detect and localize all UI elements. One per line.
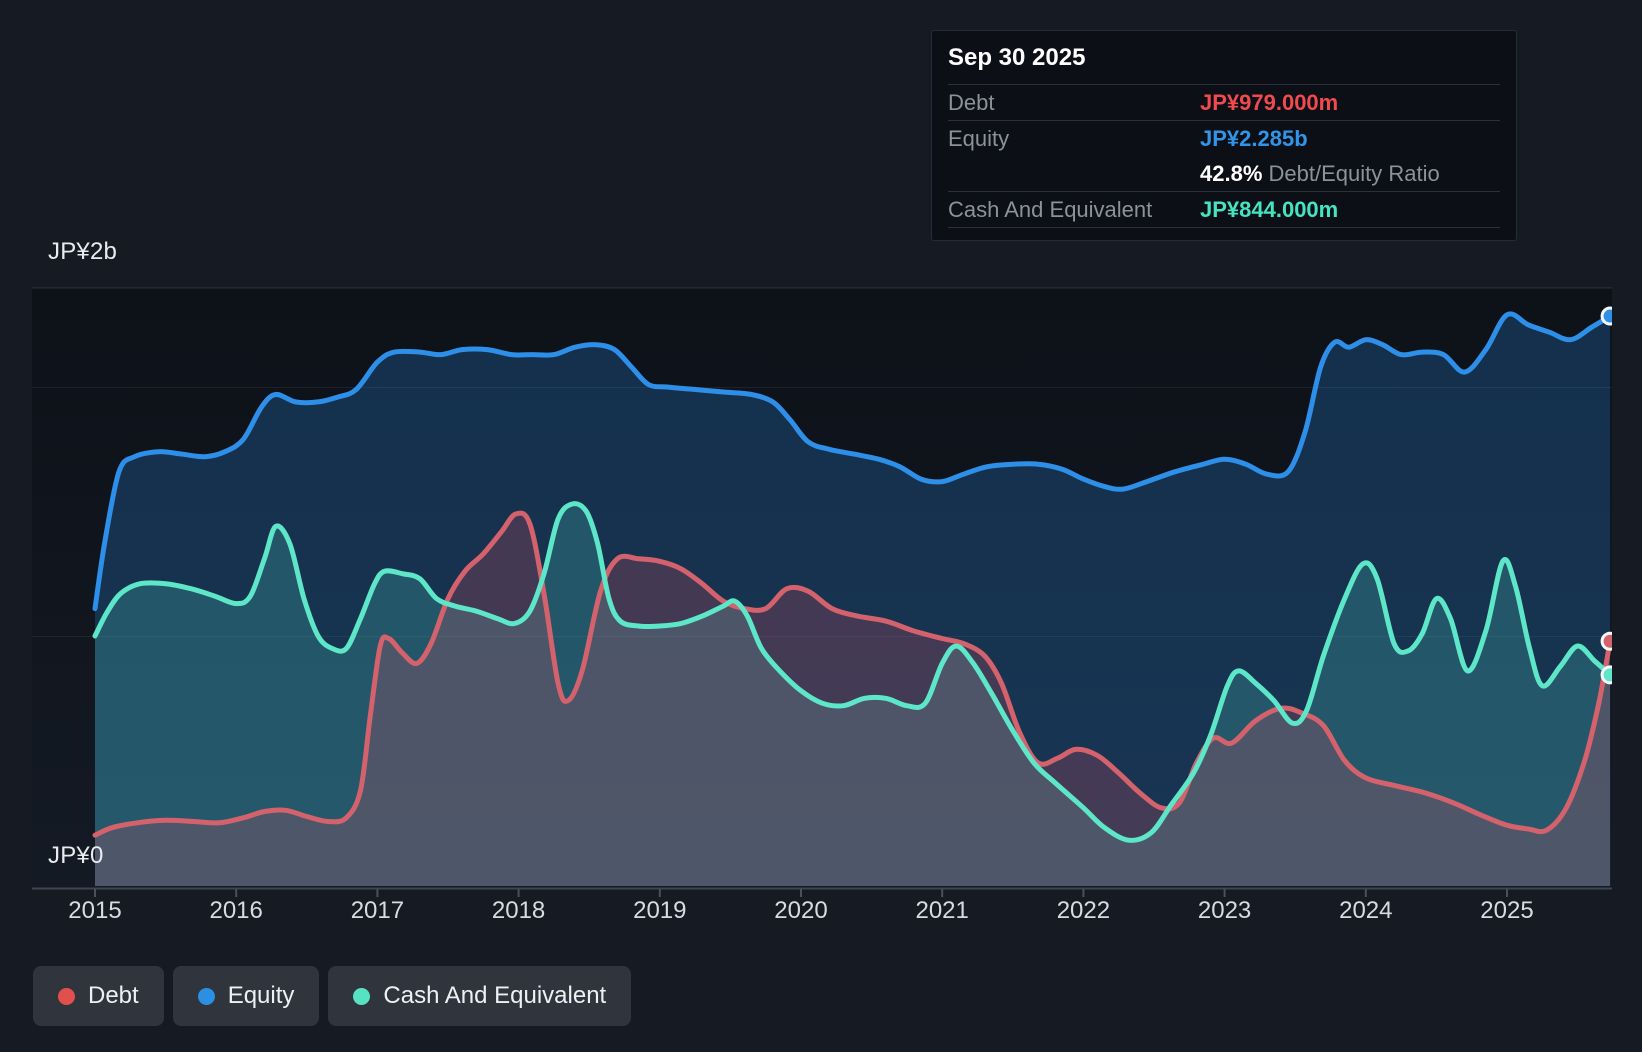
end-marker-equity [1600,306,1612,326]
x-axis-label-2018: 2018 [491,897,546,924]
cash-dot-icon [353,987,371,1005]
legend: Debt Equity Cash And Equivalent [33,966,632,1026]
x-axis-label-2015: 2015 [68,897,122,924]
x-axis-label-2023: 2023 [1197,897,1252,924]
series-line-debt [92,510,1612,838]
y-axis-zero-label: JP¥0 [48,842,104,869]
legend-item-equity[interactable]: Equity [172,966,320,1026]
legend-cash-label: Cash And Equivalent [383,982,607,1009]
tooltip-cash-label: Cash And Equivalent [948,196,1153,222]
legend-item-debt[interactable]: Debt [33,966,164,1026]
tooltip-equity-value: JP¥2.285b [1200,125,1308,151]
tooltip-ratio-label: Debt/Equity Ratio [1268,160,1440,186]
x-axis-label-2022: 2022 [1056,897,1111,924]
tooltip: Sep 30 2025 Debt JP¥979.000m Equity JP¥2… [931,30,1517,241]
tooltip-row-debt: Debt JP¥979.000m [948,85,1500,121]
legend-equity-label: Equity [227,982,295,1009]
legend-item-cash[interactable]: Cash And Equivalent [328,966,632,1026]
series-line-equity [92,311,1612,612]
area-fill-debt [95,513,1611,886]
tooltip-cash-value: JP¥844.000m [1200,196,1339,222]
debt-dot-icon [58,987,75,1005]
tooltip-row-cash: Cash And Equivalent JP¥844.000m [948,192,1500,228]
legend-debt-label: Debt [88,982,139,1009]
tooltip-ratio: 42.8% Debt/Equity Ratio [1200,161,1440,187]
end-marker-debt [1600,631,1612,651]
tooltip-debt-value: JP¥979.000m [1200,89,1339,115]
x-axis-label-2024: 2024 [1339,897,1393,924]
tooltip-date: Sep 30 2025 [948,31,1500,85]
tooltip-equity-label: Equity [948,125,1010,151]
x-axis-label-2016: 2016 [209,897,263,924]
x-axis-label-2020: 2020 [774,897,828,924]
x-axis-label-2025: 2025 [1480,897,1534,924]
tooltip-debt-label: Debt [948,89,995,115]
tooltip-row-ratio: 42.8% Debt/Equity Ratio [948,156,1500,192]
x-axis-label-2017: 2017 [350,897,405,924]
end-marker-cash-and-equivalent [1600,665,1612,685]
series-group [92,306,1612,887]
equity-dot-icon [197,987,215,1005]
x-axis-label-2021: 2021 [915,897,969,924]
series-line-cash-and-equivalent [92,501,1612,843]
tooltip-row-equity: Equity JP¥2.285b [948,121,1500,156]
tooltip-ratio-value: 42.8% [1200,160,1263,186]
x-axis-label-2019: 2019 [633,897,687,924]
area-fill-cash-and-equivalent [95,503,1611,886]
y-axis-max-label: JP¥2b [48,238,118,265]
